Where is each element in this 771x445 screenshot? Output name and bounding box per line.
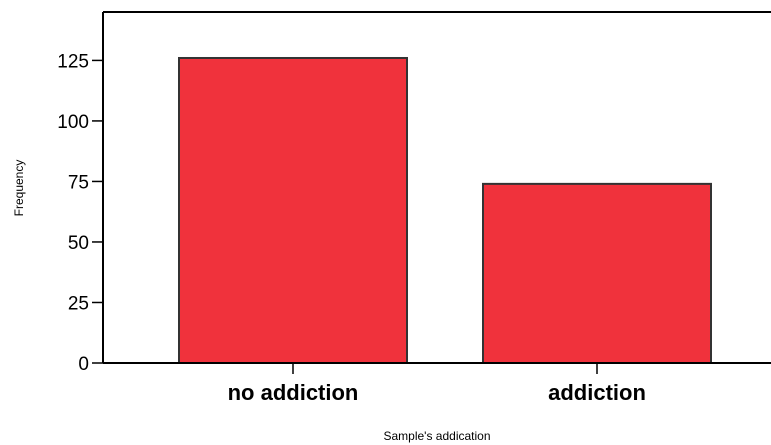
y-axis-title: Frequency (12, 160, 26, 217)
bars (178, 56, 712, 364)
x-tick-label: no addiction (228, 380, 359, 405)
y-tick-label: 50 (68, 233, 89, 254)
y-tick-label: 125 (57, 51, 89, 72)
x-axis-title: Sample's addication (383, 429, 490, 443)
y-tick-label: 25 (68, 293, 89, 314)
y-tick-label: 0 (78, 354, 89, 375)
plot-area: 0 25 50 75 100 125 no addiction addiction (57, 11, 771, 405)
bar-addiction (482, 182, 712, 364)
y-tick-label: 75 (68, 172, 89, 193)
y-tick-label: 100 (57, 112, 89, 133)
bar-no-addiction (178, 56, 408, 364)
y-axis-ticks: 0 25 50 75 100 125 (57, 51, 103, 375)
x-axis-ticks: no addiction addiction (228, 363, 646, 405)
x-tick-label: addiction (548, 380, 646, 405)
